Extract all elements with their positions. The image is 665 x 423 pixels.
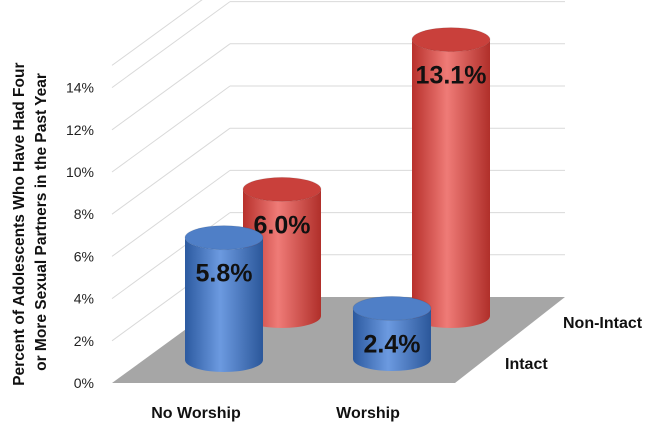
data-label: 13.1% — [416, 62, 487, 90]
data-label: 6.0% — [254, 211, 311, 239]
bar-intact-worship: 2.4% — [352, 295, 432, 371]
series-label: Non-Intact — [563, 315, 643, 332]
bar-body — [412, 39, 490, 329]
x-category-label: Worship — [336, 405, 400, 422]
y-tick-label: 10% — [66, 164, 94, 180]
gridline-side — [111, 85, 231, 173]
category-labels: No Worship Worship — [151, 405, 400, 422]
data-label: 2.4% — [364, 330, 421, 358]
gridline-side — [111, 43, 231, 131]
y-tick-label: 14% — [66, 80, 94, 96]
y-axis-ticks: 0% 2% 4% 6% 8% 10% 12% 14% — [66, 80, 94, 391]
y-tick-label: 2% — [74, 333, 94, 349]
bar-body — [185, 237, 263, 372]
bar-top — [352, 295, 432, 321]
bar-top — [184, 225, 264, 251]
gridline-side — [111, 169, 231, 257]
bar-top — [242, 176, 322, 202]
series-labels: Intact Non-Intact — [505, 315, 643, 373]
y-tick-label: 0% — [74, 375, 94, 391]
gridline-side — [111, 0, 203, 66]
y-tick-label: 8% — [74, 206, 94, 222]
bar-non-intact-worship: 13.1% — [411, 27, 491, 329]
gridlines — [111, 0, 565, 342]
bars: 6.0% 13.1% 5.8% 2.4% — [184, 27, 491, 372]
bar-intact-no-worship: 5.8% — [184, 225, 264, 372]
chart-floor — [112, 297, 565, 383]
y-tick-label: 12% — [66, 122, 94, 138]
gridline-side — [111, 127, 231, 215]
series-label: Intact — [505, 356, 548, 373]
bar-top — [411, 27, 491, 53]
y-axis-label: Percent of Adolescents Who Have Had Four… — [11, 58, 50, 386]
gridline-side — [111, 1, 231, 89]
bar-body — [353, 308, 431, 371]
y-tick-label: 6% — [74, 248, 94, 264]
data-label: 5.8% — [196, 260, 253, 288]
y-tick-label: 4% — [74, 291, 94, 307]
x-category-label: No Worship — [151, 405, 241, 422]
